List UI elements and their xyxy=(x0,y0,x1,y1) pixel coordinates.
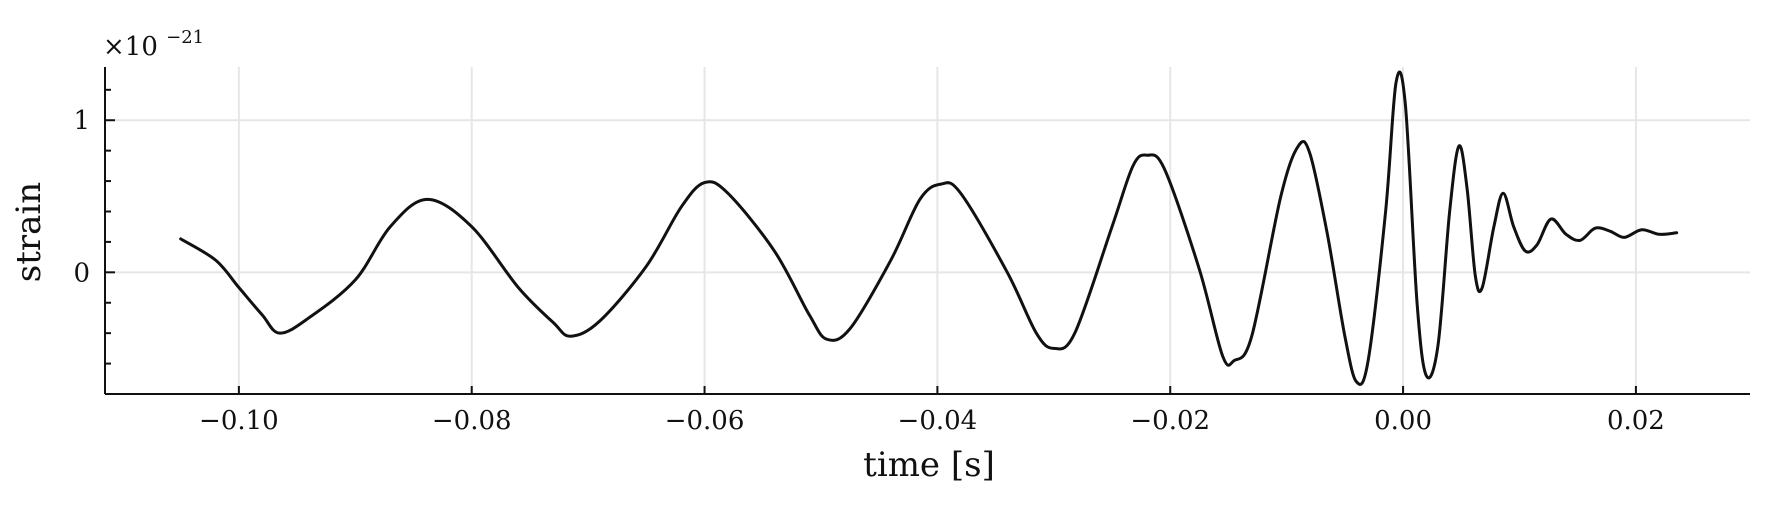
strain-series-line xyxy=(179,70,1679,386)
axes xyxy=(104,67,1750,395)
x-tick-label: −0.08 xyxy=(432,406,512,436)
x-tick-label: 0.02 xyxy=(1607,406,1665,436)
y-tick-label: 0 xyxy=(73,258,90,288)
axis-multiplier-base: ×10 xyxy=(103,32,158,62)
x-tick-label: 0.00 xyxy=(1374,406,1432,436)
grid xyxy=(105,67,1750,394)
x-tick-label: −0.06 xyxy=(665,406,745,436)
x-tick-label: −0.10 xyxy=(199,406,279,436)
series-layer xyxy=(179,70,1679,386)
axis-multiplier: ×10 −21 xyxy=(103,27,204,62)
y-axis-title: strain xyxy=(9,182,49,282)
x-tick-label: −0.02 xyxy=(1130,406,1210,436)
x-tick-label: −0.04 xyxy=(898,406,978,436)
ticks: −0.10 −0.08 −0.06 −0.04 −0.02 0.00 0.02 1 0 xyxy=(73,88,1665,436)
x-axis-title: time [s] xyxy=(863,445,995,485)
y-tick-label: 1 xyxy=(73,106,90,136)
axis-multiplier-exponent: −21 xyxy=(166,27,204,48)
